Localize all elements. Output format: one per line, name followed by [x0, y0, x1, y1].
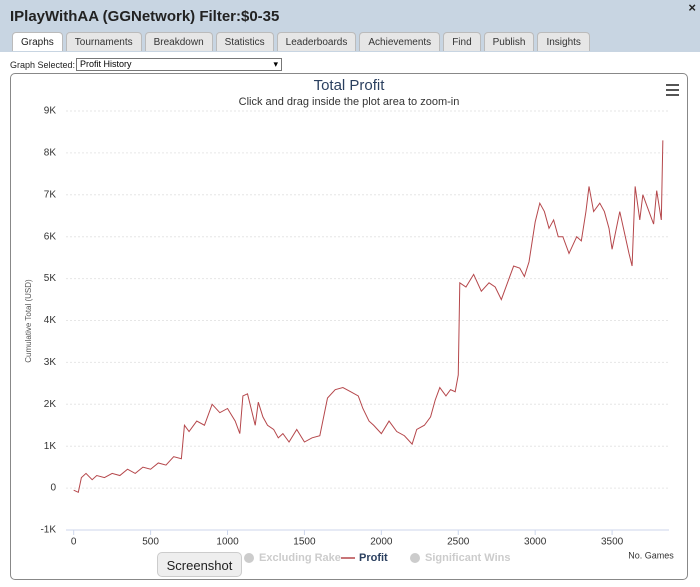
- y-tick-label: 7K: [44, 189, 57, 200]
- x-tick-label: 2500: [447, 537, 470, 548]
- x-tick-label: 2000: [370, 537, 393, 548]
- legend-symbol: [244, 553, 254, 563]
- x-axis-label: No. Games: [628, 550, 674, 560]
- tab[interactable]: Find: [443, 32, 481, 51]
- window-title: IPlayWithAA (GGNetwork) Filter:$0-35: [10, 8, 280, 25]
- y-tick-label: 6K: [44, 231, 57, 242]
- x-tick-label: 1500: [293, 537, 316, 548]
- tab[interactable]: Graphs: [12, 32, 63, 51]
- tab[interactable]: Achievements: [359, 32, 441, 51]
- legend-label[interactable]: Significant Wins: [425, 552, 510, 564]
- y-axis-label: Cumulative Total (USD): [24, 279, 33, 363]
- y-tick-label: 0: [50, 483, 56, 494]
- y-tick-label: 3K: [44, 357, 57, 368]
- tab[interactable]: Insights: [537, 32, 590, 51]
- menu-button[interactable]: [666, 84, 679, 96]
- tab[interactable]: Leaderboards: [276, 32, 357, 51]
- x-tick-label: 3500: [601, 537, 624, 548]
- chart-title: Total Profit: [314, 77, 386, 94]
- graph-select[interactable]: Profit History: [76, 58, 282, 71]
- x-tick-label: 3000: [524, 537, 547, 548]
- y-tick-label: 4K: [44, 315, 57, 326]
- tab-bar: Graphs Tournaments Breakdown Statistics Lead…: [12, 32, 590, 51]
- chart-subtitle: Click and drag inside the plot area to z…: [239, 96, 460, 108]
- tab[interactable]: Publish: [483, 32, 535, 51]
- y-tick-label: 1K: [44, 441, 57, 452]
- tab[interactable]: Breakdown: [144, 32, 213, 51]
- profit-line: [73, 140, 664, 494]
- graph-select-label: Graph Selected:: [10, 60, 76, 70]
- y-tick-label: 5K: [44, 273, 57, 284]
- y-tick-label: -1K: [40, 525, 56, 536]
- close-button[interactable]: ×: [688, 0, 696, 15]
- legend-symbol: [410, 553, 420, 563]
- y-tick-label: 2K: [44, 399, 57, 410]
- legend-label[interactable]: Profit: [359, 552, 388, 564]
- x-tick-label: 0: [71, 537, 77, 548]
- chart: Total Profit Click and drag inside the p…: [24, 77, 679, 564]
- tooltip: Screenshot: [157, 552, 242, 577]
- tab[interactable]: Statistics: [215, 32, 274, 51]
- x-tick-label: 500: [142, 537, 159, 548]
- y-tick-label: 8K: [44, 148, 57, 159]
- tab[interactable]: Tournaments: [65, 32, 142, 51]
- y-tick-label: 9K: [44, 106, 57, 117]
- chart-panel: Total Profit Click and drag inside the p…: [10, 73, 688, 580]
- x-tick-label: 1000: [216, 537, 239, 548]
- legend-label[interactable]: Excluding Rake: [259, 552, 341, 564]
